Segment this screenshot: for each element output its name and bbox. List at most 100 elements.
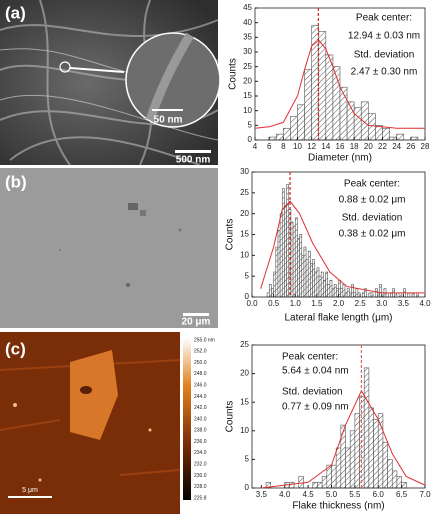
colorbar-label: 232.0 — [194, 461, 207, 467]
colorbar-label: 228.0 — [194, 484, 207, 490]
bar — [374, 288, 378, 298]
x-tick-label: 1.0 — [290, 299, 302, 308]
bar — [375, 125, 383, 141]
bar — [368, 407, 374, 489]
bar — [377, 292, 380, 298]
bar — [318, 275, 322, 298]
bar — [368, 113, 376, 141]
bar — [390, 292, 393, 298]
fit-curve — [260, 200, 425, 294]
bar — [382, 441, 388, 489]
bar — [396, 133, 405, 141]
bar — [407, 292, 411, 298]
bar — [303, 246, 307, 298]
y-tick-label: 15 — [240, 230, 249, 239]
y-tick-label: 30 — [243, 47, 252, 56]
y-tick-label: 0 — [245, 292, 250, 301]
y-axis-label: Counts — [225, 401, 236, 433]
colorbar-label: 246.0 — [194, 382, 207, 388]
bar — [368, 292, 372, 298]
y-tick-label: 0 — [248, 135, 253, 144]
bar — [304, 69, 312, 141]
colorbar-label: 230.0 — [194, 473, 207, 479]
y-tick-label: 10 — [243, 106, 252, 115]
x-tick-label: 2.0 — [333, 299, 345, 308]
bar — [333, 284, 337, 298]
annotation: 0.77 ± 0.09 nm — [282, 402, 349, 413]
x-tick-label: 4 — [253, 142, 258, 151]
colorbar-label: 234.0 — [194, 450, 207, 456]
y-tick-label: 10 — [240, 426, 249, 435]
bar — [297, 104, 305, 141]
plot-frame — [251, 344, 426, 489]
y-tick-label: 20 — [243, 76, 252, 85]
bar — [273, 271, 277, 298]
x-axis-label: Lateral flake length (μm) — [284, 313, 392, 324]
x-tick-label: 4.0 — [279, 490, 291, 499]
x-axis-label: Flake thickness (nm) — [292, 501, 384, 512]
bar — [281, 188, 285, 298]
bar — [298, 476, 304, 489]
y-axis-label: Counts — [228, 58, 239, 90]
x-tick-label: 7.0 — [419, 490, 431, 499]
bar — [292, 225, 296, 298]
colorbar-label: 248.0 — [194, 371, 207, 377]
x-tick-label: 6.0 — [373, 490, 385, 499]
colorbar-label: 250.0 — [194, 360, 207, 366]
bar — [385, 292, 389, 298]
bar — [277, 230, 281, 298]
bar — [354, 413, 360, 489]
scale-bar-label: 20 μm — [182, 317, 211, 328]
bar — [416, 292, 419, 298]
y-tick-label: 20 — [240, 209, 249, 218]
bar — [299, 234, 303, 298]
bar — [314, 271, 318, 298]
y-axis-label: Counts — [225, 219, 236, 251]
x-axis-label: Diameter (nm) — [308, 153, 372, 164]
x-tick-label: 6 — [267, 142, 272, 151]
y-tick-label: 5 — [248, 120, 253, 129]
annotation: 5.64 ± 0.04 nm — [282, 366, 349, 377]
scale-bar-label: 5 μm — [22, 487, 38, 494]
x-tick-label: 26 — [406, 142, 415, 151]
bar — [370, 292, 374, 298]
y-tick-label: 15 — [240, 397, 249, 406]
x-tick-label: 5.5 — [349, 490, 361, 499]
bar — [317, 481, 323, 489]
bar — [394, 292, 398, 298]
bar — [387, 459, 393, 489]
y-tick-label: 25 — [243, 62, 252, 71]
annotation: Peak center: — [356, 13, 412, 24]
bar — [286, 184, 290, 298]
colorbar-label: 225.8 — [194, 495, 207, 501]
bar — [389, 136, 397, 141]
bar — [268, 136, 277, 141]
bar — [363, 367, 370, 489]
bar — [373, 419, 379, 489]
fit-curve — [254, 39, 425, 129]
y-tick-label: 5 — [245, 455, 250, 464]
x-tick-label: 10 — [293, 142, 302, 151]
y-tick-label: 40 — [243, 18, 252, 27]
y-tick-label: 25 — [240, 340, 249, 349]
bar — [340, 424, 346, 489]
x-tick-label: 28 — [421, 142, 430, 151]
bar — [297, 238, 300, 298]
bar — [349, 430, 356, 489]
x-tick-label: 0.5 — [268, 299, 280, 308]
x-tick-label: 12 — [307, 142, 316, 151]
annotation: Std. deviation — [342, 213, 403, 224]
bar — [346, 288, 350, 298]
optical-image — [0, 168, 218, 328]
afm-image — [0, 332, 191, 514]
bar — [312, 259, 316, 298]
y-tick-label: 35 — [243, 32, 252, 41]
colorbar-label: 240.0 — [194, 416, 207, 422]
bar — [353, 292, 357, 298]
x-tick-label: 1.5 — [311, 299, 323, 308]
bar — [340, 288, 344, 298]
bar — [321, 476, 328, 489]
panel-label: (c) — [5, 339, 26, 358]
x-tick-label: 18 — [350, 142, 359, 151]
bar — [342, 284, 346, 298]
